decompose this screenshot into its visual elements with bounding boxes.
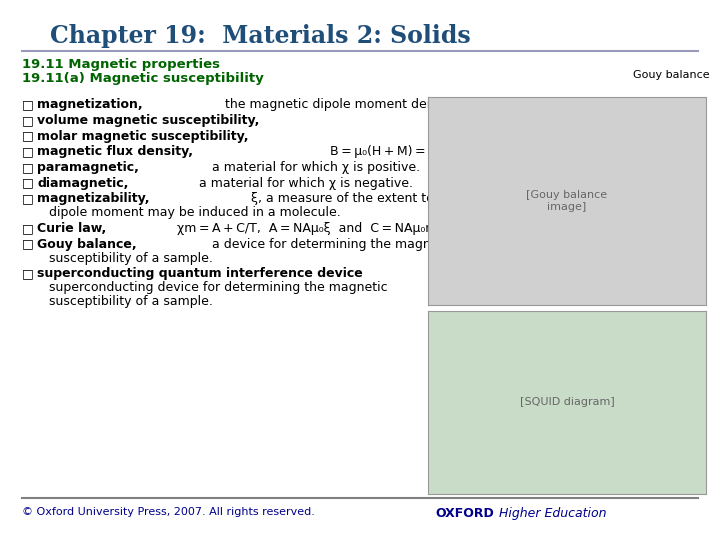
Text: χm = A + C/T,  A = NAμ₀ξ  and  C = NAμ₀m²/3k.: χm = A + C/T, A = NAμ₀ξ and C = NAμ₀m²/3… (168, 222, 465, 235)
Text: 19.11 Magnetic properties: 19.11 Magnetic properties (22, 58, 220, 71)
Text: (SQUID), a: (SQUID), a (602, 267, 672, 280)
Text: χm = χVm.: χm = χVm. (431, 130, 502, 143)
Text: susceptibility of a sample.: susceptibility of a sample. (37, 252, 213, 265)
Text: susceptibility of a sample.: susceptibility of a sample. (37, 295, 213, 308)
Text: molar magnetic susceptibility,: molar magnetic susceptibility, (37, 130, 249, 143)
Text: magnetizability,: magnetizability, (37, 192, 150, 205)
Text: □: □ (22, 177, 33, 190)
Text: □: □ (22, 161, 33, 174)
Text: the proportionality constant χ.: the proportionality constant χ. (444, 114, 639, 127)
Text: ξ, a measure of the extent to which a magnetic: ξ, a measure of the extent to which a ma… (248, 192, 549, 205)
Text: □: □ (22, 238, 33, 251)
Text: □: □ (22, 114, 33, 127)
Text: □: □ (22, 222, 33, 235)
Text: □: □ (22, 192, 33, 205)
Text: Higher Education: Higher Education (495, 507, 607, 519)
Text: □: □ (22, 145, 33, 158)
Text: © Oxford University Press, 2007. All rights reserved.: © Oxford University Press, 2007. All rig… (22, 507, 315, 517)
Text: a material for which χ is positive.: a material for which χ is positive. (208, 161, 420, 174)
Text: [SQUID diagram]: [SQUID diagram] (520, 397, 614, 407)
Text: Gouy balance,: Gouy balance, (37, 238, 137, 251)
Text: magnetic flux density,: magnetic flux density, (37, 145, 194, 158)
Text: Chapter 19:  Materials 2: Solids: Chapter 19: Materials 2: Solids (50, 24, 471, 48)
Text: a material for which χ is negative.: a material for which χ is negative. (195, 177, 413, 190)
Text: superconducting quantum interference device: superconducting quantum interference dev… (37, 267, 363, 280)
Text: □: □ (22, 267, 33, 280)
Text: the magnetic dipole moment density, M = χH.: the magnetic dipole moment density, M = … (221, 98, 512, 111)
Text: superconducting device for determining the magnetic: superconducting device for determining t… (37, 281, 388, 294)
Text: □: □ (22, 130, 33, 143)
Text: B = μ₀(H + M) = μ₀(1 + χ) H.: B = μ₀(H + M) = μ₀(1 + χ) H. (326, 145, 498, 158)
Text: OXFORD: OXFORD (436, 507, 495, 519)
Text: Gouy balance: Gouy balance (633, 70, 709, 80)
Text: volume magnetic susceptibility,: volume magnetic susceptibility, (37, 114, 260, 127)
Text: 19.11(a) Magnetic susceptibility: 19.11(a) Magnetic susceptibility (22, 72, 264, 85)
Text: □: □ (22, 98, 33, 111)
Text: diamagnetic,: diamagnetic, (37, 177, 129, 190)
Text: paramagnetic,: paramagnetic, (37, 161, 139, 174)
Text: a device for determining the magnetic: a device for determining the magnetic (208, 238, 454, 251)
Text: magnetization,: magnetization, (37, 98, 143, 111)
Text: Curie law,: Curie law, (37, 222, 107, 235)
Text: [Gouy balance
image]: [Gouy balance image] (526, 190, 608, 212)
Text: dipole moment may be induced in a molecule.: dipole moment may be induced in a molecu… (37, 206, 341, 219)
